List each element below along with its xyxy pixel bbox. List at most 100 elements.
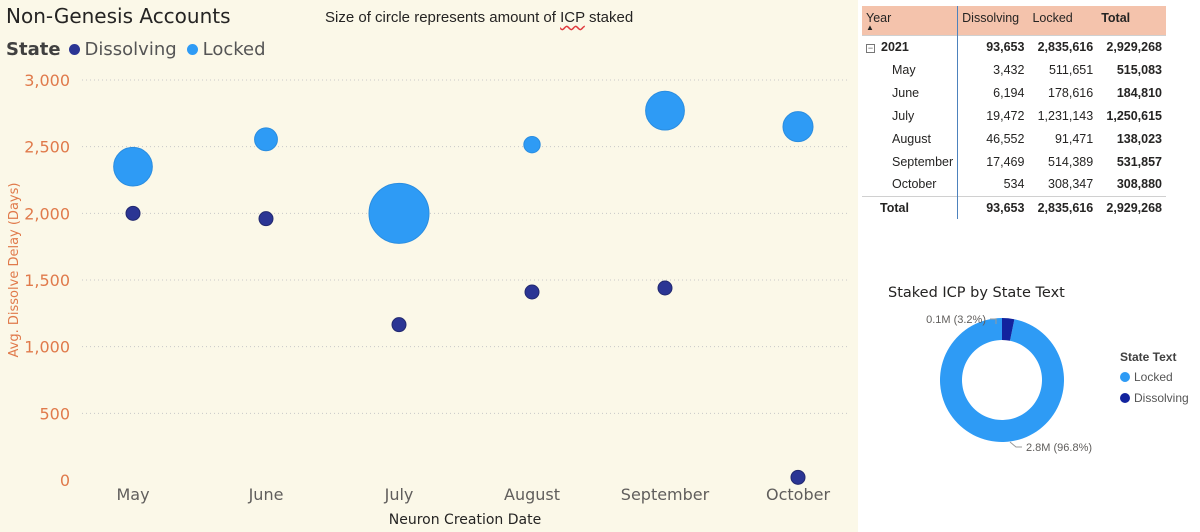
header-year-label: Year [866, 11, 892, 25]
legend-label-dissolving: Dissolving [84, 39, 177, 60]
chart-legend: State Dissolving Locked [6, 39, 276, 60]
donut-legend-title: State Text [1120, 350, 1177, 364]
row-total: 515,083 [1116, 62, 1162, 77]
table-row-total: Total 93,653 2,835,616 2,929,268 [862, 195, 1166, 219]
chart-subtitle: Size of circle represents amount of ICP … [325, 9, 633, 26]
row-total: 308,880 [1116, 177, 1162, 192]
donut-legend-item-dissolving[interactable]: Dissolving [1120, 391, 1189, 405]
donut-leader-dissolving [990, 318, 997, 324]
row-total: 184,810 [1116, 85, 1162, 100]
row-locked: 178,616 [1048, 85, 1094, 100]
row-month: June [892, 85, 920, 100]
row-locked: 1,231,143 [1037, 108, 1094, 123]
row-total: 138,023 [1116, 131, 1162, 146]
legend-item-dissolving[interactable]: Dissolving [68, 39, 177, 60]
bubble-locked [254, 127, 278, 152]
table-row-year: −2021 93,653 2,835,616 2,929,268 [862, 34, 1166, 58]
row-locked: 514,389 [1048, 154, 1094, 169]
bubble-dissolving [524, 284, 540, 300]
table-body: −2021 93,653 2,835,616 2,929,268 May 3,43… [862, 34, 1166, 219]
row-dissolving: 3,432 [957, 58, 1029, 81]
y-tick-label: 2,500 [24, 138, 70, 157]
header-year[interactable]: Year ▲ [862, 6, 958, 35]
y-tick-label: 1,500 [24, 271, 70, 290]
sort-icon: ▲ [866, 23, 874, 32]
table-row: June 6,194 178,616 184,810 [862, 81, 1166, 104]
row-dissolving: 46,552 [957, 127, 1029, 150]
subtitle-text-end: staked [584, 9, 634, 26]
matrix-table: Year ▲ Dissolving Locked Total −2021 93,6… [862, 6, 1166, 219]
bubble-locked [782, 111, 814, 143]
row-month: October [892, 177, 937, 192]
x-tick-label: August [504, 485, 560, 504]
donut-legend-label-locked: Locked [1134, 370, 1173, 384]
row-dissolving: 534 [957, 173, 1029, 196]
page-title: Non-Genesis Accounts [6, 4, 231, 28]
bubble-chart-panel: Non-Genesis Accounts Size of circle repr… [0, 0, 858, 532]
bubble-chart: 0 500 1,000 1,500 2,000 2,500 3,000 May June July… [7, 71, 850, 528]
row-dissolving: 17,469 [957, 150, 1029, 173]
y-tick-label: 1,000 [24, 338, 70, 357]
year-total: 2,929,268 [1097, 34, 1166, 58]
x-tick-label: October [766, 485, 830, 504]
table-row: August 46,552 91,471 138,023 [862, 127, 1166, 150]
y-tick-label: 0 [60, 471, 70, 490]
donut-label-dissolving: 0.1M (3.2%) [926, 314, 986, 326]
row-month: May [892, 62, 916, 77]
legend-item-locked[interactable]: Locked [186, 39, 266, 60]
row-locked: 91,471 [1054, 131, 1094, 146]
x-tick-label: June [248, 485, 284, 504]
row-month: August [892, 131, 931, 146]
table-row: October 534 308,347 308,880 [862, 173, 1166, 196]
table-row: May 3,432 511,651 515,083 [862, 58, 1166, 81]
y-axis-title: Avg. Dissolve Delay (Days) [7, 183, 22, 358]
table-header-row: Year ▲ Dissolving Locked Total [862, 6, 1166, 35]
total-locked: 2,835,616 [1028, 195, 1098, 219]
subtitle-text: Size of circle represents amount of [325, 9, 561, 26]
year-dissolving: 93,653 [957, 34, 1029, 58]
total-dissolving: 93,653 [957, 195, 1029, 219]
x-tick-label: July [384, 485, 414, 504]
legend-label-locked: Locked [202, 39, 266, 60]
total-total: 2,929,268 [1097, 195, 1166, 219]
bubble-locked [645, 90, 685, 131]
row-locked: 308,347 [1048, 177, 1094, 192]
donut-slice-locked [940, 318, 1064, 442]
bubble-locked [368, 182, 430, 244]
legend-dot-locked [186, 44, 198, 55]
header-locked[interactable]: Locked [1028, 6, 1098, 35]
bubble-locked [523, 135, 541, 154]
total-label: Total [862, 195, 958, 219]
y-tick-label: 500 [39, 404, 70, 423]
row-dissolving: 19,472 [957, 104, 1029, 127]
y-tick-label: 2,000 [24, 204, 70, 223]
table-row: September 17,469 514,389 531,857 [862, 150, 1166, 173]
bubble-dissolving [258, 211, 274, 227]
bubble-dissolving [790, 469, 806, 485]
donut-legend-dot-locked [1120, 372, 1130, 382]
donut-legend-label-dissolving: Dissolving [1134, 391, 1189, 405]
x-axis-title: Neuron Creation Date [389, 512, 541, 528]
donut-label-locked: 2.8M (96.8%) [1026, 442, 1092, 454]
y-tick-label: 3,000 [24, 71, 70, 90]
x-tick-label: May [116, 485, 149, 504]
table-row: July 19,472 1,231,143 1,250,615 [862, 104, 1166, 127]
donut-legend-dot-dissolving [1120, 393, 1130, 403]
donut-slice-dissolving [1002, 318, 1015, 341]
year-locked: 2,835,616 [1028, 34, 1098, 58]
donut-leader-locked [1009, 441, 1022, 448]
donut-legend-item-locked[interactable]: Locked [1120, 370, 1189, 384]
row-month: July [892, 108, 915, 123]
year-cell[interactable]: −2021 [862, 34, 958, 58]
donut-title: Staked ICP by State Text [888, 285, 1065, 301]
bubble-locked [113, 146, 153, 187]
bubble-dissolving [391, 317, 407, 333]
header-total[interactable]: Total [1097, 6, 1166, 35]
bubble-dissolving [125, 205, 141, 221]
row-total: 531,857 [1116, 154, 1162, 169]
collapse-icon[interactable]: − [866, 42, 875, 53]
legend-dot-dissolving [68, 44, 80, 55]
staked-table: Year ▲ Dissolving Locked Total −2021 93,6… [862, 6, 1166, 219]
donut-chart: 0.1M (3.2%) 2.8M (96.8%) [926, 314, 1092, 454]
header-dissolving[interactable]: Dissolving [957, 6, 1029, 35]
